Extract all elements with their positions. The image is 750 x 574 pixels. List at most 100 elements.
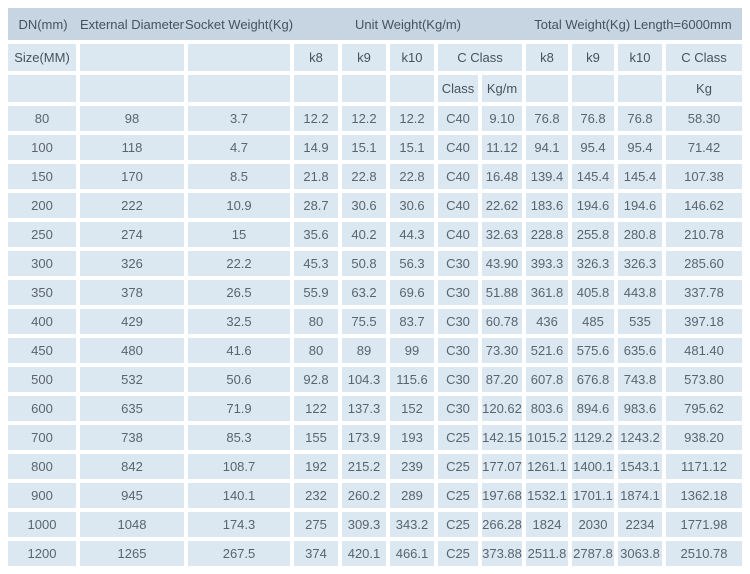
cell: 26.5 bbox=[188, 280, 290, 305]
cell: 210.78 bbox=[666, 222, 742, 247]
cell: 9.10 bbox=[482, 106, 522, 131]
cell: C40 bbox=[438, 222, 478, 247]
cell: 193 bbox=[390, 425, 434, 450]
cell: 192 bbox=[294, 454, 338, 479]
empty-cell bbox=[342, 75, 386, 102]
cell: 152 bbox=[390, 396, 434, 421]
cell: 12.2 bbox=[390, 106, 434, 131]
cell: 275 bbox=[294, 512, 338, 537]
cell: 280.8 bbox=[618, 222, 662, 247]
cell: 274 bbox=[80, 222, 184, 247]
cell: C30 bbox=[438, 309, 478, 334]
cell: 2234 bbox=[618, 512, 662, 537]
cell: 2787.8 bbox=[572, 541, 614, 566]
cell: 326.3 bbox=[618, 251, 662, 276]
subheader-total-k10: k10 bbox=[618, 44, 662, 71]
cell: 429 bbox=[80, 309, 184, 334]
cell: 12.2 bbox=[342, 106, 386, 131]
subheader-total-cclass: C Class bbox=[666, 44, 742, 71]
header-total-weight: Total Weight(Kg) Length=6000mm bbox=[534, 16, 732, 32]
cell: 44.3 bbox=[390, 222, 434, 247]
empty-cell bbox=[572, 75, 614, 102]
cell: 150 bbox=[8, 164, 76, 189]
empty-cell bbox=[294, 75, 338, 102]
cell: 177.07 bbox=[482, 454, 522, 479]
cell: 35.6 bbox=[294, 222, 338, 247]
cell: 22.62 bbox=[482, 193, 522, 218]
cell: 1771.98 bbox=[666, 512, 742, 537]
table-row: 400 429 32.5 80 75.5 83.7 C30 60.78 436 485 535 397… bbox=[8, 309, 742, 334]
cell: 361.8 bbox=[526, 280, 568, 305]
empty-cell bbox=[526, 75, 568, 102]
table-row: 300 326 22.2 45.3 50.8 56.3 C30 43.90 393.3 326.3… bbox=[8, 251, 742, 276]
cell: 1543.1 bbox=[618, 454, 662, 479]
cell: 420.1 bbox=[342, 541, 386, 566]
cell: C25 bbox=[438, 483, 478, 508]
cell: 607.8 bbox=[526, 367, 568, 392]
cell: 466.1 bbox=[390, 541, 434, 566]
cell: 194.6 bbox=[572, 193, 614, 218]
cell: 95.4 bbox=[618, 135, 662, 160]
cell: 535 bbox=[618, 309, 662, 334]
cell: 266.28 bbox=[482, 512, 522, 537]
cell: 575.6 bbox=[572, 338, 614, 363]
cell: 635 bbox=[80, 396, 184, 421]
cell: 28.7 bbox=[294, 193, 338, 218]
unit-label-class: Class bbox=[438, 75, 478, 102]
cell: 3063.8 bbox=[618, 541, 662, 566]
table-row: 800 842 108.7 192 215.2 239 C25 177.07 1261.1 140… bbox=[8, 454, 742, 479]
table-row: 450 480 41.6 80 89 99 C30 73.30 521.6 575.6 635.6 4… bbox=[8, 338, 742, 363]
cell: 83.7 bbox=[390, 309, 434, 334]
cell: 222 bbox=[80, 193, 184, 218]
cell: 397.18 bbox=[666, 309, 742, 334]
table-row: 500 532 50.6 92.8 104.3 115.6 C30 87.20 607.8 676… bbox=[8, 367, 742, 392]
subheader-total-k8: k8 bbox=[526, 44, 568, 71]
cell: 146.62 bbox=[666, 193, 742, 218]
cell: 228.8 bbox=[526, 222, 568, 247]
cell: 22.2 bbox=[188, 251, 290, 276]
cell: 232 bbox=[294, 483, 338, 508]
empty-cell bbox=[188, 44, 290, 71]
cell: 215.2 bbox=[342, 454, 386, 479]
cell: 155 bbox=[294, 425, 338, 450]
cell: 600 bbox=[8, 396, 76, 421]
cell: 481.40 bbox=[666, 338, 742, 363]
cell: 69.6 bbox=[390, 280, 434, 305]
cell: 239 bbox=[390, 454, 434, 479]
cell: 15 bbox=[188, 222, 290, 247]
cell: 75.5 bbox=[342, 309, 386, 334]
cell: 485 bbox=[572, 309, 614, 334]
cell: 1874.1 bbox=[618, 483, 662, 508]
empty-cell bbox=[618, 75, 662, 102]
cell: 43.90 bbox=[482, 251, 522, 276]
cell: 1243.2 bbox=[618, 425, 662, 450]
cell: 197.68 bbox=[482, 483, 522, 508]
cell: 22.8 bbox=[342, 164, 386, 189]
cell: 145.4 bbox=[572, 164, 614, 189]
cell: C25 bbox=[438, 512, 478, 537]
subheader-unit-cclass: C Class bbox=[438, 44, 522, 71]
cell: 1400.1 bbox=[572, 454, 614, 479]
table-row: 350 378 26.5 55.9 63.2 69.6 C30 51.88 361.8 405.8… bbox=[8, 280, 742, 305]
cell: 676.8 bbox=[572, 367, 614, 392]
cell: 983.6 bbox=[618, 396, 662, 421]
cell: 108.7 bbox=[188, 454, 290, 479]
cell: C25 bbox=[438, 425, 478, 450]
cell: 800 bbox=[8, 454, 76, 479]
cell: 1048 bbox=[80, 512, 184, 537]
cell: 63.2 bbox=[342, 280, 386, 305]
cell: 500 bbox=[8, 367, 76, 392]
cell: 56.3 bbox=[390, 251, 434, 276]
cell: C40 bbox=[438, 106, 478, 131]
cell: C30 bbox=[438, 396, 478, 421]
cell: 337.78 bbox=[666, 280, 742, 305]
cell: 700 bbox=[8, 425, 76, 450]
cell: 350 bbox=[8, 280, 76, 305]
cell: 51.88 bbox=[482, 280, 522, 305]
cell: 145.4 bbox=[618, 164, 662, 189]
cell: 183.6 bbox=[526, 193, 568, 218]
cell: 50.6 bbox=[188, 367, 290, 392]
subheader-unit-k10: k10 bbox=[390, 44, 434, 71]
table-row: 100 118 4.7 14.9 15.1 15.1 C40 11.12 94.1 95.4 95.… bbox=[8, 135, 742, 160]
cell: 480 bbox=[80, 338, 184, 363]
